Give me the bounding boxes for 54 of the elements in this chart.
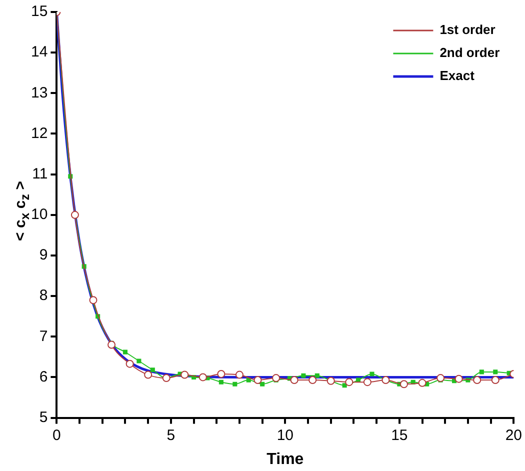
point: [108, 340, 116, 349]
point: [218, 380, 224, 384]
point: [144, 370, 152, 379]
point: [260, 382, 265, 386]
point: [126, 360, 134, 368]
y-tick-label: 5: [39, 408, 48, 426]
x-tick-label: 0: [52, 426, 61, 444]
legend-label: Exact: [440, 68, 476, 84]
x-tick-label: 5: [166, 426, 176, 444]
point: [370, 372, 374, 376]
legend-label: 2nd order: [440, 45, 500, 60]
y-tick-label: 10: [30, 206, 48, 224]
point: [246, 378, 251, 382]
point: [308, 376, 317, 384]
point: [136, 358, 142, 364]
point: [479, 370, 484, 374]
point: [150, 368, 155, 372]
point: [290, 376, 298, 384]
y-tick-label: 13: [30, 84, 48, 102]
point: [235, 370, 244, 379]
point: [491, 376, 500, 384]
y-tick-label: 6: [39, 368, 48, 386]
point: [314, 373, 320, 378]
point: [122, 350, 128, 354]
y-tick-label: 12: [30, 124, 48, 142]
point: [198, 373, 207, 382]
x-tick-label: 10: [276, 426, 294, 444]
point: [217, 370, 226, 378]
y-tick-label: 11: [32, 165, 48, 182]
legend-label: 1st order: [440, 22, 496, 38]
x-tick-label: 15: [391, 426, 408, 444]
y-tick-label: 15: [30, 3, 48, 20]
point: [418, 378, 426, 387]
point: [436, 374, 445, 382]
point: [342, 383, 347, 388]
point: [493, 370, 498, 374]
point: [400, 380, 408, 388]
point: [301, 373, 306, 378]
point: [232, 382, 238, 386]
y-tick-label: 8: [39, 287, 48, 304]
point: [473, 376, 482, 384]
point: [454, 374, 463, 383]
point: [272, 374, 280, 382]
point: [254, 376, 262, 384]
y-tick-label: 14: [30, 44, 48, 61]
x-axis-title: Time: [266, 450, 304, 468]
x-tick-label: 20: [505, 426, 522, 444]
point: [363, 378, 372, 386]
y-tick-label: 7: [39, 328, 48, 345]
point: [89, 296, 98, 304]
point: [345, 378, 354, 386]
point: [180, 370, 189, 379]
y-tick-label: 9: [39, 246, 48, 264]
point: [70, 210, 79, 219]
